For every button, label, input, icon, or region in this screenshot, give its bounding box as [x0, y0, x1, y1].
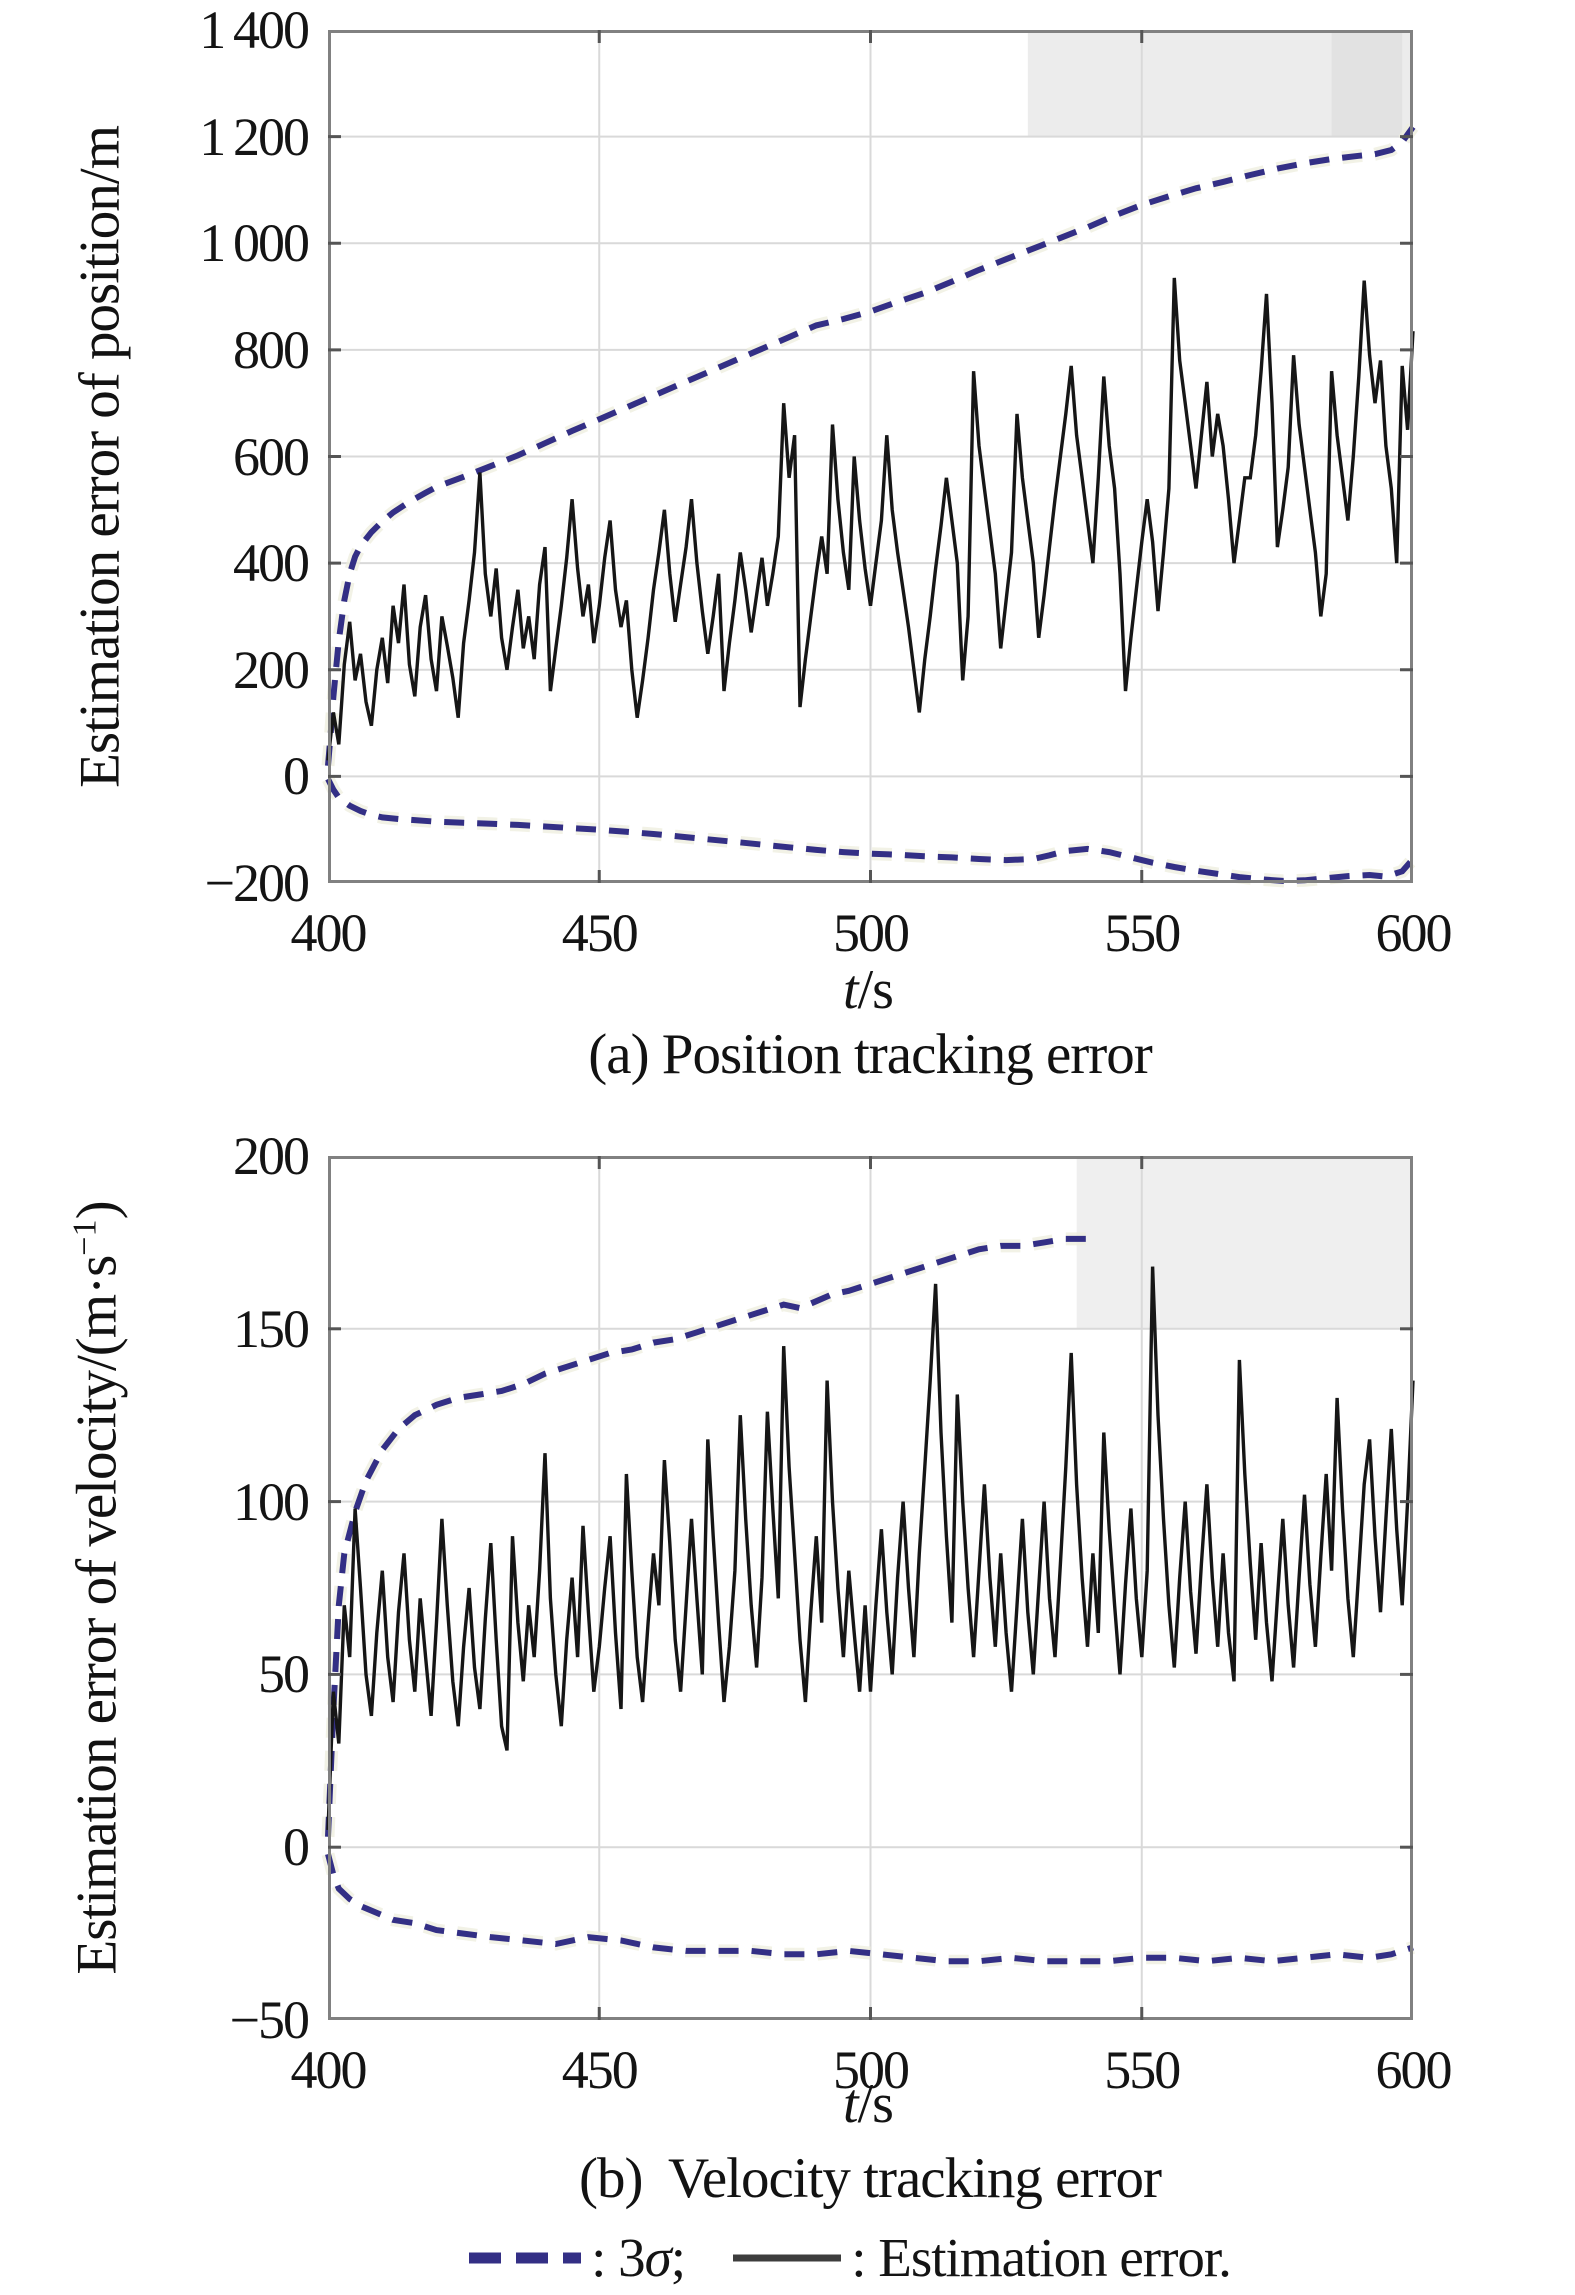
chart-b-x-axis-label-italic: t [843, 2073, 859, 2135]
legend-dash-sample [469, 2252, 582, 2263]
series-estimation-error [326, 1266, 1415, 1830]
chart-a-ytick-600: 600 [233, 426, 310, 487]
chart-b-x-axis-label-unit: /s [857, 2073, 894, 2135]
chart-b-xtick-400: 400 [290, 2040, 368, 2100]
chart-a-xtick-500: 500 [833, 903, 910, 963]
chart-b-canvas [321, 1156, 1415, 2020]
chart-a-caption: (a) Position tracking error [588, 1023, 1152, 1086]
chart-a-x-axis-label: t/s [168, 958, 1568, 1022]
chart-b-y-axis-label-post: ) [65, 1201, 129, 1220]
chart-b-y-axis-label-sup: −1 [66, 1219, 104, 1256]
chart-a-canvas [321, 30, 1419, 888]
series-3sigma-lower-bound [325, 1853, 1414, 1965]
chart-a-xtick-400: 400 [290, 903, 368, 963]
series-estimation-error [326, 277, 1415, 761]
chart-b-xtick-550: 550 [1104, 2040, 1181, 2100]
chart-b-caption: (b) Velocity tracking error [579, 2147, 1162, 2210]
chart-b-ytick-200: 200 [233, 1126, 310, 1186]
scan-artifact [1076, 1156, 1413, 1329]
legend-sigma-symbol: σ [644, 2227, 672, 2288]
chart-b-x-axis-label: t/s [168, 2072, 1568, 2136]
series-3sigma-lower-bound [325, 777, 1416, 884]
legend-solid-label: : Estimation error. [851, 2227, 1232, 2288]
chart-a-ytick-1000: 1 000 [199, 213, 310, 274]
chart-b-ytick-100: 100 [233, 1471, 310, 1532]
figure-legend: : 3 σ; : Estimation error. [120, 2226, 1570, 2289]
series-3sigma-upper-bound [325, 125, 1416, 766]
chart-b-plot-area [321, 1156, 1415, 2020]
chart-b-ytick-0: 0 [283, 1817, 310, 1878]
chart-a-x-axis-label-italic: t [843, 959, 859, 1021]
chart-a-plot-area [321, 30, 1419, 888]
chart-a-ytick-1200: 1 200 [199, 106, 310, 167]
chart-a-xtick-550: 550 [1104, 903, 1181, 963]
chart-a-ytick-1400: 1 400 [199, 0, 310, 60]
legend-gap [685, 2226, 723, 2289]
chart-a-ytick-800: 800 [233, 319, 310, 380]
chart-a-ytick-0: 0 [283, 746, 310, 807]
scan-artifact [1331, 30, 1403, 137]
chart-a-ytick-400: 400 [233, 533, 310, 594]
chart-b-ytick--50: −50 [229, 1990, 310, 2050]
legend-dash-label: : 3 [591, 2227, 646, 2288]
chart-a-xtick-450: 450 [561, 903, 639, 963]
chart-b-ytick-50: 50 [258, 1644, 310, 1705]
chart-b-xtick-500: 500 [833, 2040, 910, 2100]
chart-a-ytick--200: −200 [204, 853, 310, 913]
chart-b-xtick-600: 600 [1375, 2040, 1453, 2100]
chart-a-ytick-200: 200 [233, 639, 310, 700]
chart-a-xtick-600: 600 [1375, 903, 1453, 963]
chart-b-ytick-150: 150 [233, 1298, 310, 1359]
series-3sigma-upper-bound [325, 1235, 1088, 1837]
chart-b-xtick-450: 450 [561, 2040, 639, 2100]
chart-a-x-axis-label-unit: /s [857, 959, 894, 1021]
legend-solid-sample [733, 2254, 842, 2261]
legend-dash-label-end: ; [670, 2227, 686, 2288]
